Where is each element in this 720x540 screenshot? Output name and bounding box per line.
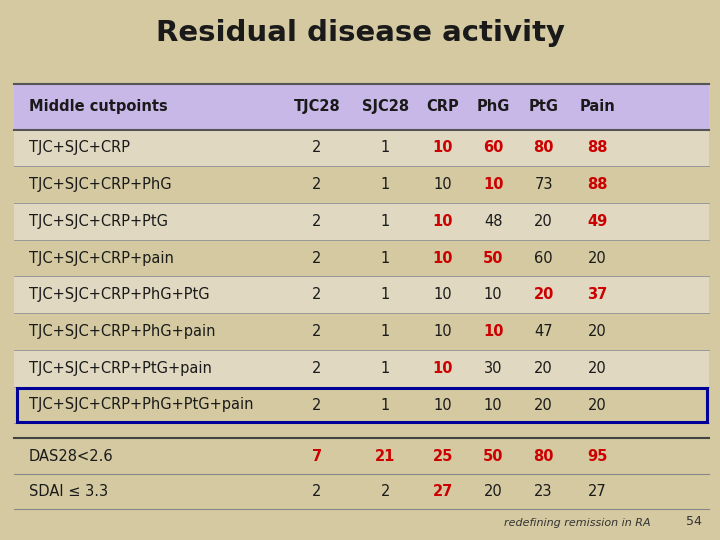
- Text: 10: 10: [484, 287, 503, 302]
- Text: 20: 20: [534, 397, 553, 413]
- Text: redefining remission in RA: redefining remission in RA: [504, 518, 651, 528]
- Text: 20: 20: [588, 361, 607, 376]
- FancyBboxPatch shape: [14, 166, 709, 203]
- Text: 10: 10: [433, 251, 453, 266]
- Text: 21: 21: [375, 449, 395, 463]
- Text: 80: 80: [534, 449, 554, 463]
- Text: 2: 2: [380, 484, 390, 498]
- Text: TJC+SJC+CRP+PhG+PtG: TJC+SJC+CRP+PhG+PtG: [29, 287, 210, 302]
- Text: 73: 73: [534, 177, 553, 192]
- Text: 10: 10: [433, 397, 452, 413]
- FancyBboxPatch shape: [14, 313, 709, 350]
- FancyBboxPatch shape: [14, 84, 709, 130]
- Text: 88: 88: [588, 177, 608, 192]
- Text: 10: 10: [483, 177, 503, 192]
- Text: 49: 49: [588, 214, 608, 229]
- FancyBboxPatch shape: [14, 350, 709, 387]
- Text: 2: 2: [312, 251, 322, 266]
- Text: SDAI ≤ 3.3: SDAI ≤ 3.3: [29, 484, 108, 498]
- Text: 10: 10: [433, 324, 452, 339]
- Text: 20: 20: [534, 287, 554, 302]
- Text: TJC+SJC+CRP+PhG+PtG+pain: TJC+SJC+CRP+PhG+PtG+pain: [29, 397, 253, 413]
- Text: 88: 88: [588, 140, 608, 156]
- Text: 10: 10: [433, 177, 452, 192]
- Text: 20: 20: [588, 251, 607, 266]
- Text: 1: 1: [381, 397, 390, 413]
- FancyBboxPatch shape: [14, 276, 709, 313]
- Text: 20: 20: [588, 324, 607, 339]
- Text: 1: 1: [381, 140, 390, 156]
- FancyBboxPatch shape: [14, 130, 709, 166]
- Text: Pain: Pain: [580, 99, 616, 114]
- Text: 10: 10: [433, 140, 453, 156]
- Text: TJC28: TJC28: [294, 99, 340, 114]
- Text: TJC+SJC+CRP+pain: TJC+SJC+CRP+pain: [29, 251, 174, 266]
- Text: TJC+SJC+CRP+PtG: TJC+SJC+CRP+PtG: [29, 214, 168, 229]
- Text: 50: 50: [483, 251, 503, 266]
- Text: 47: 47: [534, 324, 553, 339]
- FancyBboxPatch shape: [14, 203, 709, 240]
- Text: 50: 50: [483, 449, 503, 463]
- Text: 7: 7: [312, 449, 322, 463]
- Text: Residual disease activity: Residual disease activity: [156, 19, 564, 47]
- Text: Middle cutpoints: Middle cutpoints: [29, 99, 168, 114]
- Text: 2: 2: [312, 287, 322, 302]
- Text: 48: 48: [484, 214, 503, 229]
- Text: 1: 1: [381, 251, 390, 266]
- Text: 10: 10: [433, 214, 453, 229]
- Text: TJC+SJC+CRP+PtG+pain: TJC+SJC+CRP+PtG+pain: [29, 361, 212, 376]
- Text: 1: 1: [381, 177, 390, 192]
- Text: 54: 54: [686, 515, 702, 528]
- Text: 1: 1: [381, 361, 390, 376]
- Text: 10: 10: [484, 397, 503, 413]
- Text: 20: 20: [534, 361, 553, 376]
- Text: TJC+SJC+CRP+PhG: TJC+SJC+CRP+PhG: [29, 177, 171, 192]
- Text: TJC+SJC+CRP+PhG+pain: TJC+SJC+CRP+PhG+pain: [29, 324, 215, 339]
- FancyBboxPatch shape: [14, 387, 709, 423]
- Text: 60: 60: [483, 140, 503, 156]
- Text: 2: 2: [312, 484, 322, 498]
- Text: PhG: PhG: [477, 99, 510, 114]
- Text: 1: 1: [381, 287, 390, 302]
- Text: 95: 95: [588, 449, 608, 463]
- Text: 27: 27: [588, 484, 607, 498]
- Text: 30: 30: [484, 361, 503, 376]
- Text: 25: 25: [433, 449, 453, 463]
- Text: CRP: CRP: [426, 99, 459, 114]
- Text: 20: 20: [534, 214, 553, 229]
- Text: PtG: PtG: [528, 99, 559, 114]
- Text: 37: 37: [588, 287, 608, 302]
- Text: 2: 2: [312, 140, 322, 156]
- Text: 2: 2: [312, 324, 322, 339]
- Text: 2: 2: [312, 214, 322, 229]
- Text: 10: 10: [433, 287, 452, 302]
- Text: 2: 2: [312, 177, 322, 192]
- Text: 27: 27: [433, 484, 453, 498]
- FancyBboxPatch shape: [14, 240, 709, 276]
- Text: 1: 1: [381, 324, 390, 339]
- Text: 23: 23: [534, 484, 553, 498]
- Text: DAS28<2.6: DAS28<2.6: [29, 449, 114, 463]
- Text: 60: 60: [534, 251, 553, 266]
- Text: SJC28: SJC28: [361, 99, 409, 114]
- Text: 20: 20: [588, 397, 607, 413]
- Text: 1: 1: [381, 214, 390, 229]
- Text: 80: 80: [534, 140, 554, 156]
- Text: 2: 2: [312, 397, 322, 413]
- Text: 20: 20: [484, 484, 503, 498]
- Text: 2: 2: [312, 361, 322, 376]
- Text: TJC+SJC+CRP: TJC+SJC+CRP: [29, 140, 130, 156]
- Text: 10: 10: [433, 361, 453, 376]
- Text: 10: 10: [483, 324, 503, 339]
